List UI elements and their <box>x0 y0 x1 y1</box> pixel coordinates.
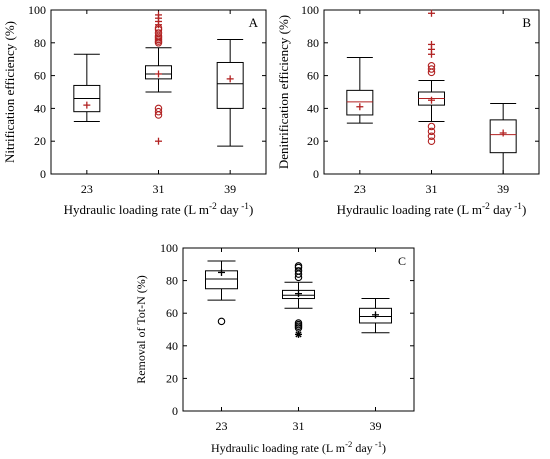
x-axis-label-superscript: -1 <box>512 202 522 212</box>
outlier-point <box>294 267 303 275</box>
outlier-point <box>154 104 163 113</box>
x-tick-label: 39 <box>370 419 382 433</box>
x-axis-label-superscript: -1 <box>373 439 382 449</box>
y-tick-label: 20 <box>307 134 319 148</box>
extreme-outlier-point <box>295 330 302 338</box>
outlier-point <box>154 29 163 37</box>
y-tick-label: 40 <box>34 101 46 115</box>
y-tick-label: 0 <box>172 404 178 418</box>
y-tick-label: 100 <box>28 3 46 17</box>
x-tick-label: 31 <box>426 182 438 196</box>
mean-marker <box>218 268 225 276</box>
x-axis-label-part: ) <box>249 202 253 217</box>
extreme-outlier-point <box>428 40 435 48</box>
box-group-31 <box>145 11 172 145</box>
panel-c: 0 20 40 60 80 100 23 31 39 C Removal of Tot-N (%) H… <box>134 241 415 455</box>
mean-marker <box>155 70 162 78</box>
iqr-box <box>216 61 244 109</box>
x-tick-label: 39 <box>224 182 236 196</box>
outlier-point <box>427 127 436 136</box>
x-axis-label: Hydraulic loading rate (L m-2 day -1) <box>337 202 527 217</box>
box-group-31 <box>418 9 445 145</box>
box-group-23 <box>346 57 374 124</box>
extreme-outlier-point <box>428 9 435 17</box>
y-tick-label: 80 <box>307 36 319 50</box>
box-group-39 <box>489 102 517 175</box>
mean-marker <box>428 96 435 104</box>
extreme-outlier-point-d2 <box>295 331 302 338</box>
extreme-outlier-point <box>155 137 162 145</box>
x-axis-label-part: ) <box>382 441 386 455</box>
y-tick-label: 100 <box>160 241 178 255</box>
x-tick-label: 31 <box>293 419 305 433</box>
y-axis-label: Nitrification efficiency (%) <box>2 21 17 163</box>
panel-label: B <box>522 15 531 30</box>
y-tick-label: 60 <box>34 69 46 83</box>
mean-marker <box>356 103 364 111</box>
outlier-point <box>427 62 436 70</box>
box-group-31 <box>282 262 315 338</box>
x-axis-label-part: Hydraulic loading rate (L m <box>64 202 209 217</box>
x-tick-label: 23 <box>81 182 93 196</box>
panel-b: 0 20 40 60 80 100 23 31 39 B Denitrification effic… <box>276 3 540 217</box>
y-tick-label: 20 <box>34 134 46 148</box>
mean-marker <box>83 101 91 109</box>
x-axis-label-part: day <box>352 441 372 455</box>
x-axis-label-part: Hydraulic loading rate (L m <box>211 441 346 455</box>
outlier-point <box>294 319 303 327</box>
y-tick-label: 60 <box>307 69 319 83</box>
y-tick-label: 80 <box>166 274 178 288</box>
box-group-39 <box>359 298 392 334</box>
x-axis-label: Hydraulic loading rate (L m-2 day -1) <box>64 202 254 217</box>
mean-marker <box>295 290 302 298</box>
mean-marker <box>499 129 507 137</box>
x-axis-label-superscript: -2 <box>209 202 217 212</box>
x-axis-label: Hydraulic loading rate (L m-2 day -1) <box>211 439 386 455</box>
y-tick-label: 80 <box>34 36 46 50</box>
x-axis-label-part: Hydraulic loading rate (L m <box>337 202 482 217</box>
outlier-point <box>217 317 226 326</box>
outlier-point <box>154 107 163 116</box>
mean-marker <box>372 311 379 319</box>
box-group-39 <box>216 39 244 147</box>
x-axis-label-part: day <box>217 202 240 217</box>
outlier-point <box>294 262 303 270</box>
box-group-23 <box>205 260 238 326</box>
box-group-23 <box>73 53 101 123</box>
y-tick-label: 0 <box>40 167 46 181</box>
x-axis-label-superscript: -2 <box>482 202 490 212</box>
y-axis-label: Denitrification efficiency (%) <box>276 15 291 169</box>
iqr-box <box>346 89 374 116</box>
mean-marker <box>226 75 234 83</box>
outlier-point <box>427 132 436 141</box>
x-tick-label: 39 <box>497 182 509 196</box>
x-axis-label-part: ) <box>522 202 526 217</box>
y-tick-label: 0 <box>313 167 319 181</box>
panel-a: 0 20 40 60 80 100 23 31 39 A Nitrification efficie… <box>2 3 267 217</box>
x-tick-label: 23 <box>216 419 228 433</box>
x-axis-label-part: day <box>490 202 513 217</box>
x-axis-label-superscript: -2 <box>345 439 352 449</box>
outlier-point <box>427 65 436 73</box>
y-tick-label: 20 <box>166 371 178 385</box>
x-tick-label: 31 <box>153 182 165 196</box>
x-tick-label: 23 <box>354 182 366 196</box>
panel-label: C <box>398 254 406 268</box>
y-tick-label: 40 <box>307 101 319 115</box>
panel-label: A <box>249 15 259 30</box>
extreme-outlier-point <box>155 11 162 19</box>
y-tick-label: 100 <box>301 3 319 17</box>
outlier-point <box>427 137 436 145</box>
x-axis-label-superscript: -1 <box>239 202 249 212</box>
y-axis-label: Removal of Tot-N (%) <box>134 275 148 384</box>
outlier-point <box>427 122 436 131</box>
y-tick-label: 40 <box>166 339 178 353</box>
y-tick-label: 60 <box>166 306 178 320</box>
